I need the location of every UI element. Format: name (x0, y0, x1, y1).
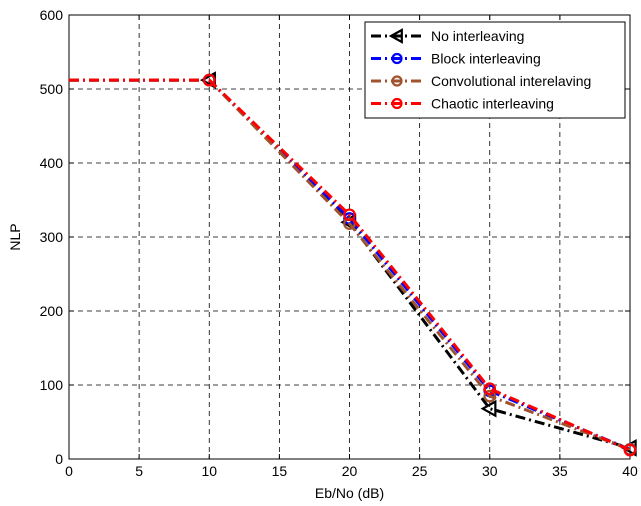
x-tick-label: 35 (552, 463, 568, 479)
data-point (483, 389, 497, 403)
y-tick-label: 0 (55, 451, 63, 467)
x-tick-label: 20 (342, 463, 358, 479)
legend-item: Chaotic interleaving (371, 96, 554, 112)
data-point (391, 97, 403, 110)
data-point (483, 382, 497, 396)
legend-item: Convolutional interelaving (371, 73, 591, 89)
x-tick-label: 40 (622, 463, 638, 479)
data-point (391, 52, 403, 65)
legend-label: Block interleaving (431, 51, 541, 67)
data-point (391, 75, 403, 87)
series-chaotic-interleaving (69, 73, 637, 457)
y-tick-label: 500 (40, 81, 64, 97)
legend-item: Block interleaving (371, 51, 541, 67)
data-point (623, 443, 637, 457)
series-line (69, 78, 631, 451)
data-point (202, 73, 216, 87)
x-tick-label: 15 (272, 463, 288, 479)
legend: No interleaving Block interleaving Convolu… (364, 21, 626, 119)
legend-label: No interleaving (431, 28, 524, 44)
x-tick-label: 10 (201, 463, 217, 479)
legend-label: Chaotic interleaving (431, 96, 554, 112)
x-tick-label: 0 (65, 463, 73, 479)
legend-box (364, 21, 626, 119)
x-tick-label: 25 (412, 463, 428, 479)
x-tick-label: 30 (482, 463, 498, 479)
legend-item: No interleaving (371, 28, 524, 44)
y-tick-label: 400 (40, 155, 64, 171)
series-line (69, 78, 631, 452)
legend-label: Convolutional interelaving (431, 73, 591, 89)
x-tick-label: 5 (135, 463, 143, 479)
data-point (480, 399, 497, 418)
data-point (343, 208, 356, 222)
series-layer (69, 71, 637, 457)
x-axis-ticks: 0 5 10 15 20 25 30 35 40 (65, 15, 638, 479)
y-tick-label: 300 (40, 229, 64, 245)
y-axis-ticks: 0 100 200 300 400 500 600 (40, 7, 630, 467)
y-axis-label: NLP (7, 223, 23, 250)
y-tick-label: 200 (40, 303, 64, 319)
data-point (388, 28, 403, 44)
series-line (69, 78, 631, 450)
y-tick-label: 100 (40, 377, 64, 393)
y-tick-label: 600 (40, 7, 64, 23)
x-axis-label: Eb/No (dB) (315, 485, 384, 501)
